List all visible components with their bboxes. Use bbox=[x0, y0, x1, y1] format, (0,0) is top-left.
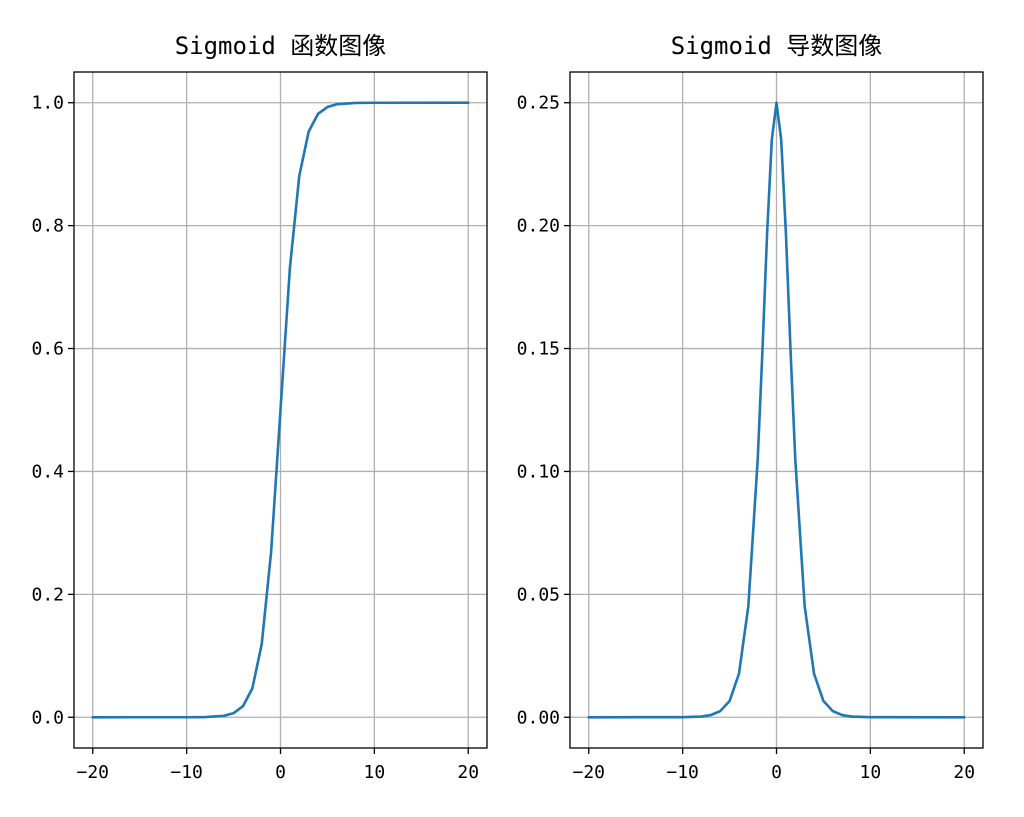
x-tick-label: −20 bbox=[77, 762, 110, 783]
x-tick-label: 20 bbox=[953, 762, 975, 783]
y-tick-label: 0.6 bbox=[31, 339, 64, 360]
x-tick-label: 0 bbox=[771, 762, 782, 783]
chart-title: Sigmoid 函数图像 bbox=[175, 32, 387, 60]
x-tick-label: −10 bbox=[170, 762, 203, 783]
x-tick-label: −10 bbox=[666, 762, 699, 783]
y-tick-label: 0.05 bbox=[517, 584, 560, 605]
y-tick-label: 0.2 bbox=[31, 584, 64, 605]
x-tick-label: 20 bbox=[457, 762, 479, 783]
y-tick-label: 0.00 bbox=[517, 707, 560, 728]
chart-title: Sigmoid 导数图像 bbox=[671, 32, 883, 60]
sigmoid-derivative-chart: −20 −10 0 10 20 0.00 0.05 0.10 0.15 0.20 0.25 Sigmo… bbox=[517, 32, 984, 783]
y-tick-label: 0.0 bbox=[31, 707, 64, 728]
y-tick-label: 0.15 bbox=[517, 339, 560, 360]
y-tick-label: 0.8 bbox=[31, 216, 64, 237]
x-tick-label: −20 bbox=[573, 762, 606, 783]
x-tick-label: 10 bbox=[364, 762, 386, 783]
y-tick-label: 1.0 bbox=[31, 93, 64, 114]
sigmoid-function-chart: −20 −10 0 10 20 0.0 0.2 0.4 0.6 0.8 1.0 Sigmoid 函数图… bbox=[31, 32, 488, 783]
x-tick-label: 10 bbox=[860, 762, 882, 783]
x-tick-label: 0 bbox=[275, 762, 286, 783]
y-tick-label: 0.25 bbox=[517, 93, 560, 114]
sigmoid-series-line bbox=[91, 101, 470, 719]
y-tick-label: 0.10 bbox=[517, 461, 560, 482]
y-tick-label: 0.20 bbox=[517, 216, 560, 237]
y-tick-label: 0.4 bbox=[31, 461, 64, 482]
sigmoid-derivative-series-line bbox=[587, 101, 966, 719]
